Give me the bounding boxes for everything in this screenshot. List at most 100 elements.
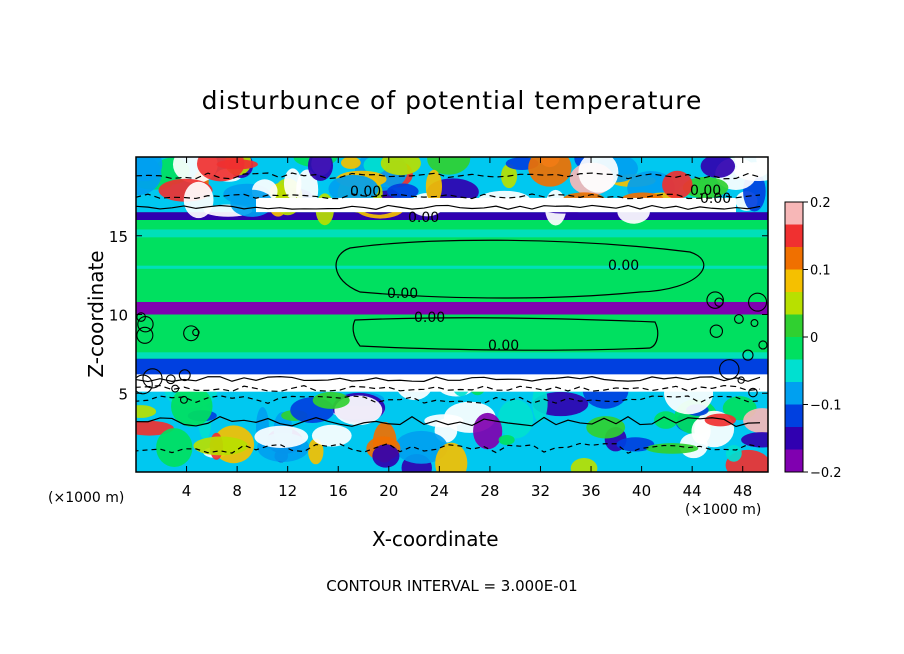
x-tick-label: 8 (232, 482, 242, 500)
turbulent-blob (498, 434, 515, 445)
turbulent-blob (136, 157, 162, 196)
x-tick-label: 20 (379, 482, 398, 500)
turbulent-blob (308, 438, 324, 465)
contour-loop (719, 359, 740, 380)
turbulent-blob (497, 399, 534, 439)
turbulent-blob (312, 391, 350, 409)
colorbar-tick-label: 0.1 (810, 264, 831, 279)
contour-loop (706, 291, 724, 309)
x-tick-label: 16 (329, 482, 348, 500)
turbulent-blob (340, 157, 361, 169)
contour-interval-note: CONTOUR INTERVAL = 3.000E-01 (326, 577, 578, 595)
turbulent-blob (691, 418, 711, 444)
turbulent-blob (654, 411, 678, 429)
field-layer (136, 157, 768, 472)
contour-loop (178, 369, 191, 382)
y-axis: 5 10 15 (109, 228, 768, 403)
turbulent-blob (183, 181, 214, 219)
turbulent-blob (425, 169, 443, 204)
white-fringe (136, 374, 768, 392)
turbulent-blob (136, 405, 157, 418)
x-tick-label: 32 (531, 482, 550, 500)
turbulent-blob (193, 436, 248, 456)
turbulent-blob (578, 157, 619, 193)
x-unit-label-right: (×1000 m) (685, 502, 762, 518)
contour-loop (183, 325, 200, 342)
contour-loop (179, 395, 188, 404)
value-band (136, 301, 768, 315)
x-tick-label: 12 (278, 482, 297, 500)
contour-loop (192, 328, 200, 337)
x-tick-label: 28 (480, 482, 499, 500)
contour-label: 0.00 (408, 210, 439, 226)
contour-line (136, 442, 761, 454)
contour-loop (142, 368, 163, 389)
turbulent-blob (473, 412, 503, 450)
value-band (136, 212, 768, 220)
contour-loop (709, 324, 724, 338)
contour-lines: 0.00 0.000.000.000.000.000.000.00 (136, 172, 768, 454)
contour-label: 0.00 (387, 286, 418, 302)
value-band (136, 358, 768, 378)
turbulent-blob (171, 385, 213, 427)
contour-label: 0.00 (608, 258, 639, 274)
cyan-stripe (136, 229, 768, 238)
turbulent-blob (725, 444, 742, 462)
x-axis-label: X-coordinate (372, 527, 499, 551)
contour-line (136, 204, 761, 210)
contour-loop (750, 319, 759, 328)
x-tick-label: 44 (683, 482, 702, 500)
contour-line (136, 376, 761, 383)
turbulent-blob (704, 413, 737, 427)
contour-line (136, 384, 761, 393)
chart-title: disturbunce of potential temperature (201, 86, 703, 115)
contour-loop (165, 374, 176, 385)
contour-loop (748, 292, 768, 312)
turbulent-blob (424, 414, 464, 428)
contour-label: 0.00 (488, 338, 519, 354)
contour-loop (136, 312, 146, 322)
colorbar-tick-label: 0.2 (810, 196, 831, 211)
value-band (136, 314, 768, 359)
turbulent-blob (216, 159, 258, 170)
turbulent-blob (570, 458, 598, 472)
cyan-stripe (136, 352, 768, 359)
turbulent-blob (646, 443, 699, 454)
colorbar-tick-label: −0.2 (810, 466, 842, 481)
colorbar-scale (784, 201, 804, 473)
contour-line (136, 395, 761, 405)
contour-loop (171, 384, 180, 393)
turbulent-blob (372, 444, 400, 468)
turbulent-blob (380, 157, 421, 176)
turbulent-blob (662, 170, 693, 199)
turbulent-blob (743, 408, 768, 434)
x-tick-label: 24 (430, 482, 449, 500)
contour-loop (733, 314, 744, 324)
contour-loop (758, 340, 768, 350)
contour-label: 0.00 (700, 191, 731, 207)
colorbar-tick-label: −0.1 (810, 399, 842, 414)
turbulent-blob (394, 430, 448, 464)
y-tick-label: 15 (109, 228, 128, 246)
contour-label: 0.00 (350, 184, 381, 200)
x-tick-label: 40 (632, 482, 651, 500)
contour-label: 0.00 (414, 310, 445, 326)
contour-line (136, 415, 761, 428)
contour-loop (737, 376, 745, 384)
x-tick-label: 36 (581, 482, 600, 500)
turbulent-blob (682, 176, 729, 199)
contour-line (352, 317, 659, 351)
contour-label: 0.00 (690, 183, 721, 199)
contour-line (136, 172, 761, 180)
contour-loop (136, 326, 154, 344)
x-axis: 4 8 12 16 20 24 28 32 36 40 44 48 (182, 157, 752, 500)
turbulent-blob (156, 428, 193, 467)
y-tick-label: 5 (118, 385, 128, 403)
x-tick-label: 4 (182, 482, 192, 500)
white-fringe (256, 197, 736, 213)
cyan-stripe (136, 265, 768, 269)
turbulent-blob (532, 383, 548, 422)
contour-line (136, 193, 761, 200)
